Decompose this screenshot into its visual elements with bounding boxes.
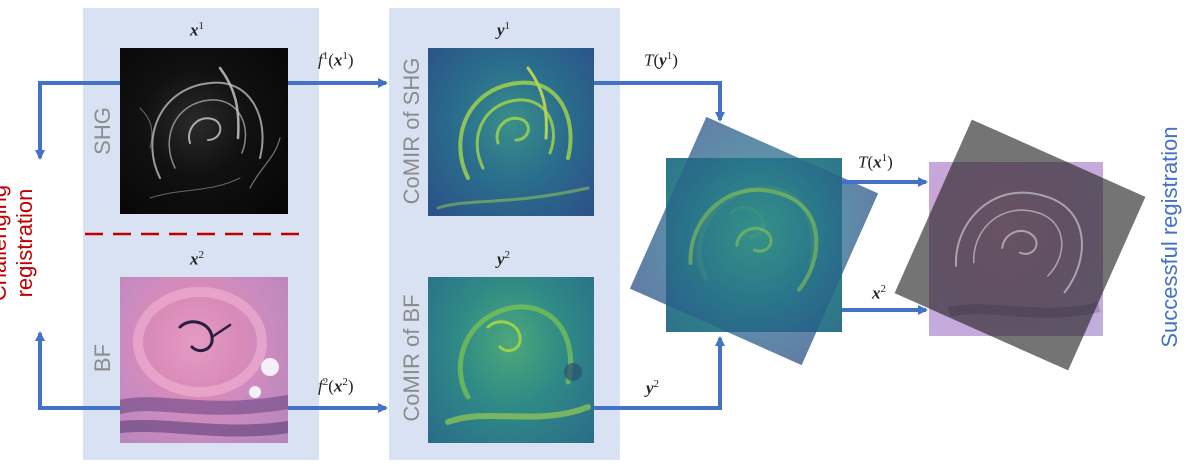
shg-transformed-image xyxy=(894,119,1146,371)
y2-label: y2 xyxy=(497,249,511,269)
x2-label: x2 xyxy=(190,249,204,269)
comir-bf-label: CoMIR of BF xyxy=(399,294,424,422)
shg-modality-label: SHG xyxy=(90,107,115,155)
challenging-registration-label: Challenging registration xyxy=(0,184,37,302)
t-x1-label: T(x1) xyxy=(858,152,893,172)
comir-shg-transformed-image xyxy=(629,116,879,366)
t-y1-label: T(y1) xyxy=(644,50,678,70)
ty1-arrow xyxy=(594,81,725,122)
shg-image xyxy=(120,48,288,214)
y1-label: y1 xyxy=(497,20,511,40)
comir-shg-label: CoMIR of SHG xyxy=(399,57,424,205)
bf-image xyxy=(120,277,288,443)
bf-to-challenging-arrow xyxy=(35,331,120,410)
bf-modality-label: BF xyxy=(90,343,115,373)
x1-label: x1 xyxy=(190,20,204,40)
y2-arrow xyxy=(594,336,725,410)
f2-x2-label: f2(x2) xyxy=(318,376,354,396)
shg-to-challenging-arrow xyxy=(35,81,120,160)
comir-shg-image xyxy=(428,48,594,216)
comir-bf-image xyxy=(428,277,594,443)
x2-arrow-label: x2 xyxy=(872,283,886,303)
f1-x1-label: f1(x1) xyxy=(318,50,354,70)
successful-registration-label: Successful registration xyxy=(1157,126,1182,348)
y2-arrow-label: y2 xyxy=(646,378,660,398)
